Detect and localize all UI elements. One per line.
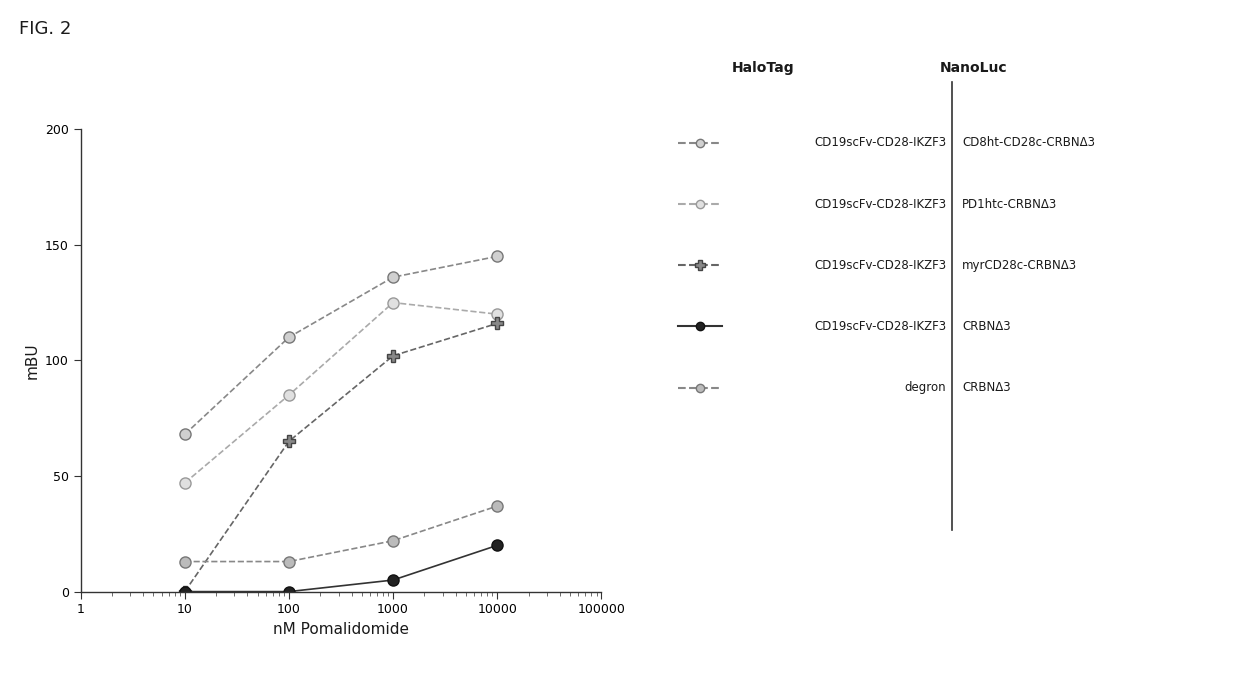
Text: CD19scFv-CD28-IKZF3: CD19scFv-CD28-IKZF3 [813,197,946,211]
Y-axis label: mBU: mBU [25,342,40,379]
Text: CD8ht-CD28c-CRBNΔ3: CD8ht-CD28c-CRBNΔ3 [962,136,1095,150]
Text: CD19scFv-CD28-IKZF3: CD19scFv-CD28-IKZF3 [813,320,946,333]
Text: CRBNΔ3: CRBNΔ3 [962,381,1011,394]
Text: degron: degron [904,381,946,394]
Text: PD1htc-CRBNΔ3: PD1htc-CRBNΔ3 [962,197,1058,211]
X-axis label: nM Pomalidomide: nM Pomalidomide [273,622,409,637]
Text: FIG. 2: FIG. 2 [19,20,71,38]
Text: CRBNΔ3: CRBNΔ3 [962,320,1011,333]
Text: CD19scFv-CD28-IKZF3: CD19scFv-CD28-IKZF3 [813,258,946,272]
Text: CD19scFv-CD28-IKZF3: CD19scFv-CD28-IKZF3 [813,136,946,150]
Text: NanoLuc: NanoLuc [940,61,1007,75]
Text: myrCD28c-CRBNΔ3: myrCD28c-CRBNΔ3 [962,258,1078,272]
Text: HaloTag: HaloTag [732,61,794,75]
